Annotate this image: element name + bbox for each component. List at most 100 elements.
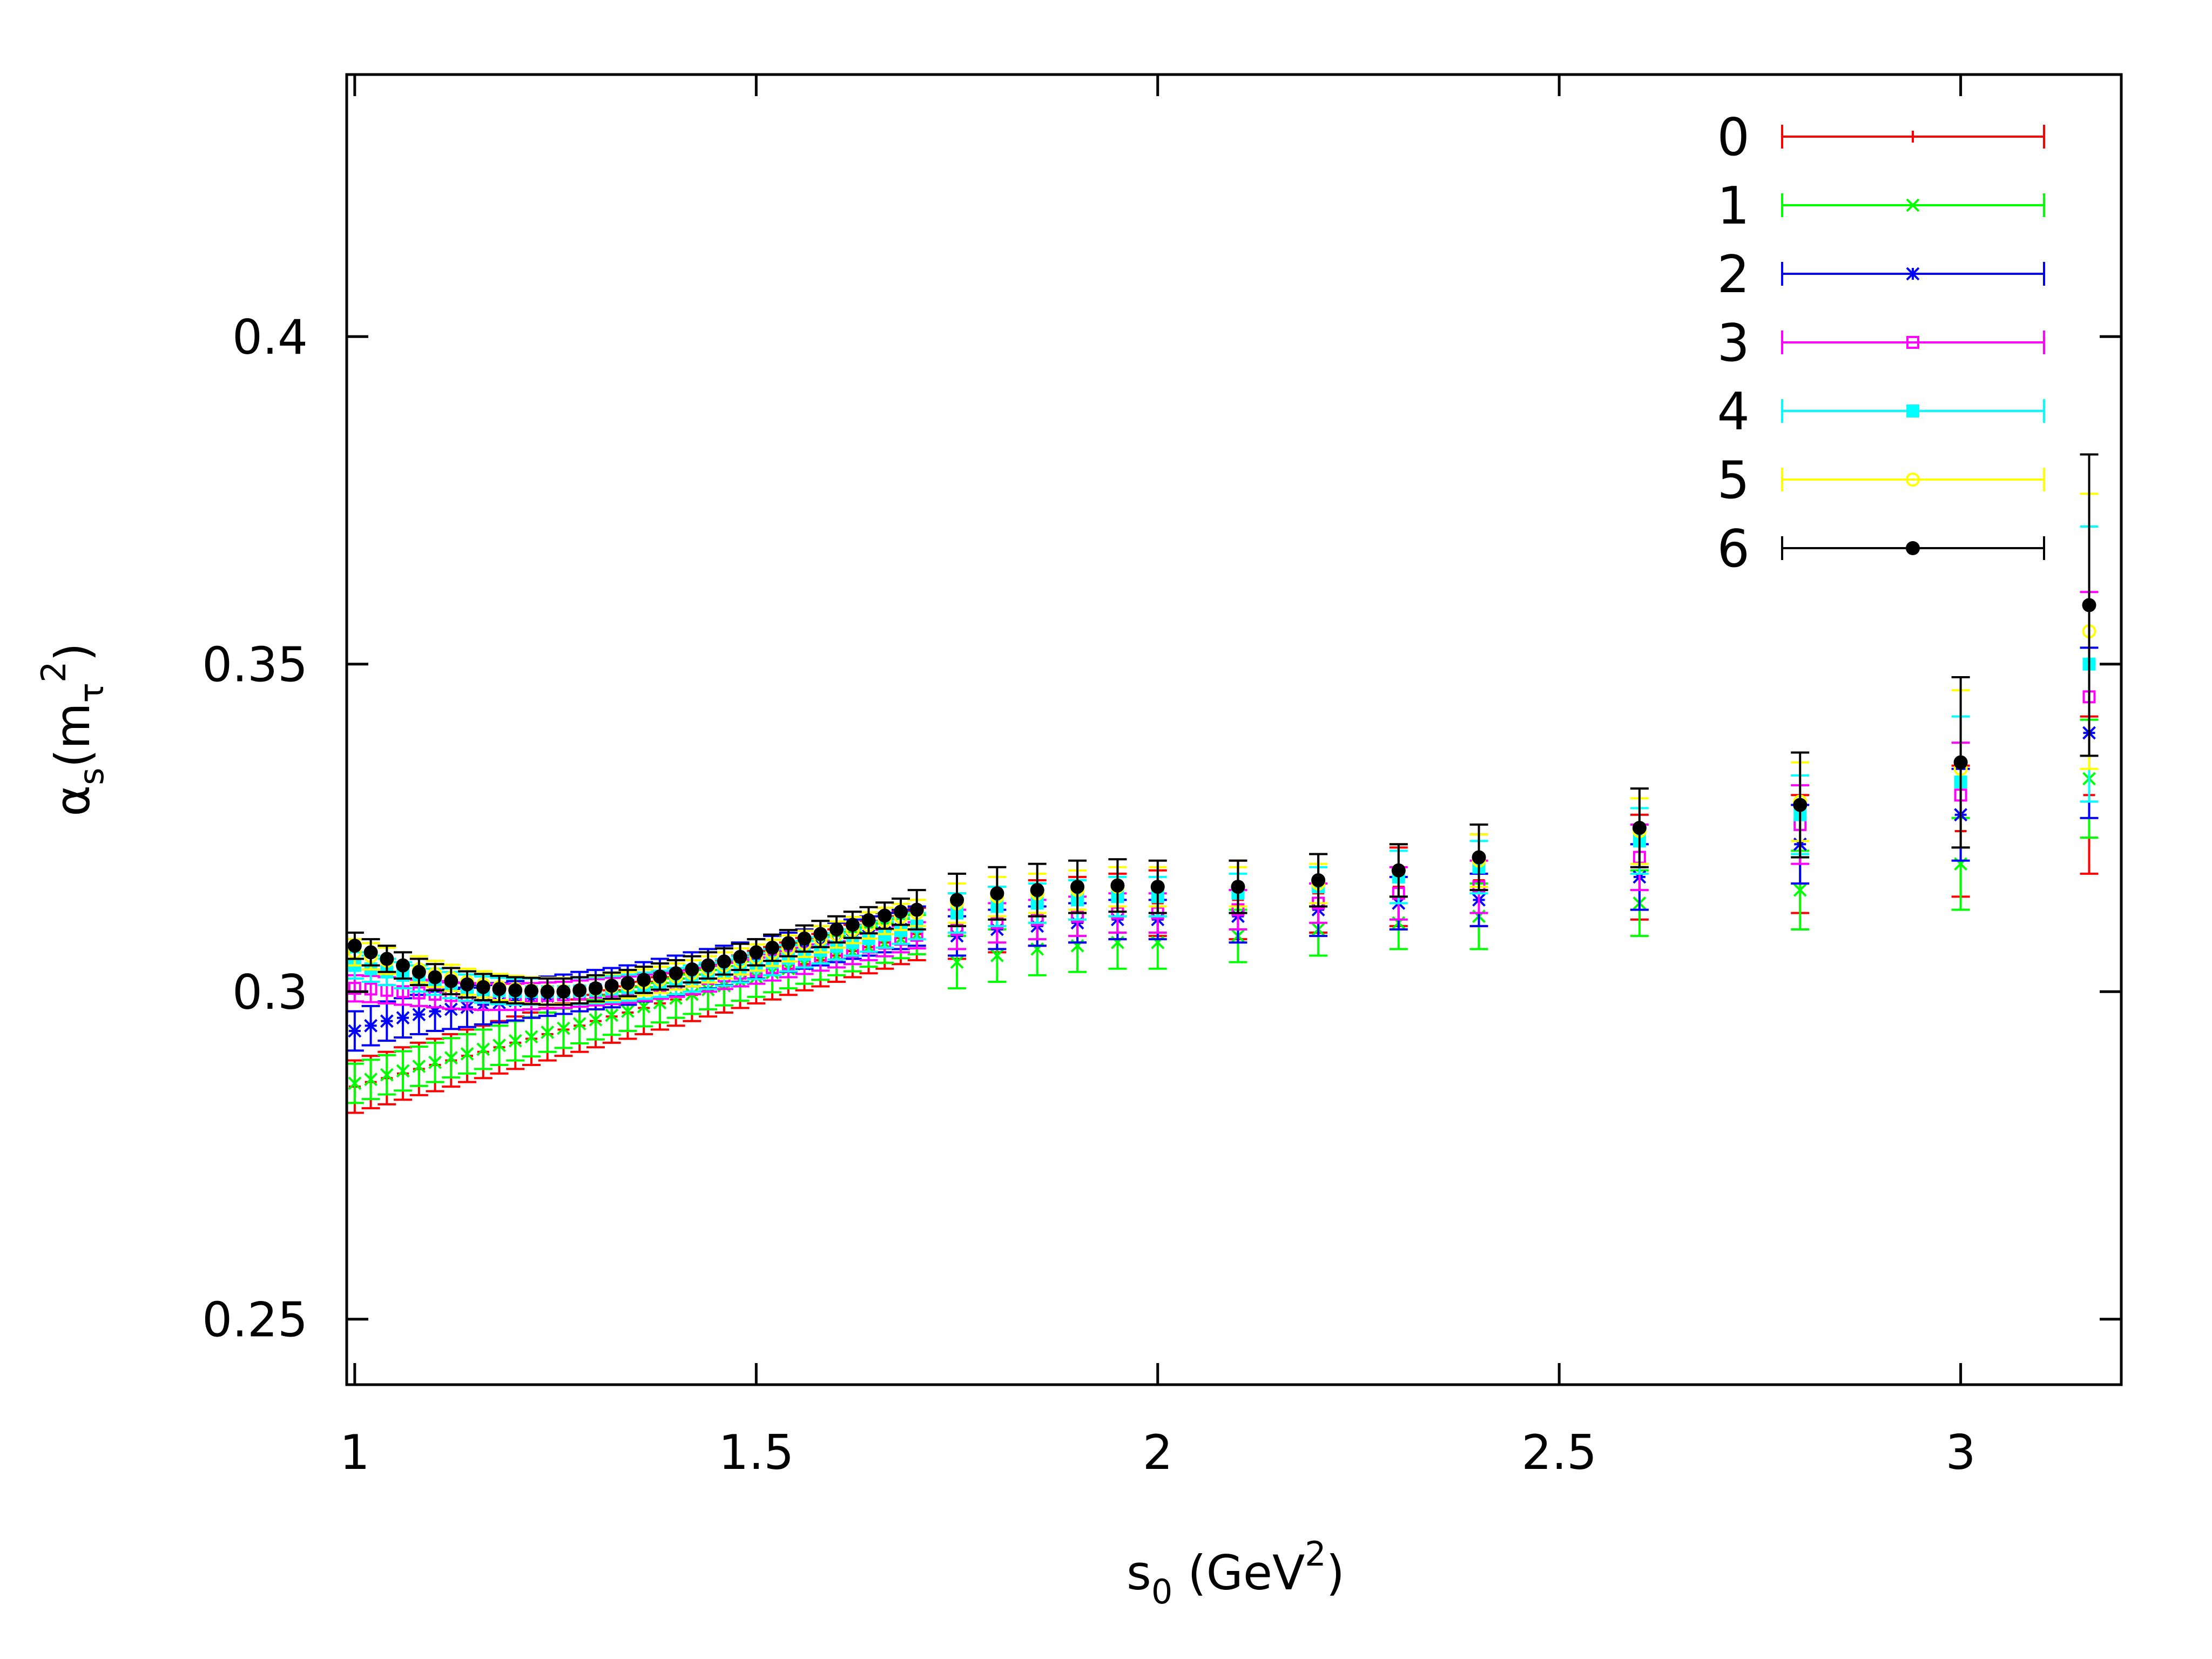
- data-point: [396, 1064, 410, 1078]
- legend-item-2: 2: [1717, 245, 2045, 305]
- y-tick-label: 0.25: [202, 1292, 308, 1348]
- legend-swatch: [1781, 468, 2045, 491]
- data-point: [412, 1008, 426, 1022]
- data-point: [364, 1073, 378, 1087]
- x-label-base: s: [1127, 1545, 1151, 1601]
- x-tick: 1: [340, 75, 370, 1480]
- data-layer: [345, 453, 2099, 1114]
- legend-item-3: 3: [1717, 314, 2045, 373]
- x-tick: 2.5: [1521, 75, 1597, 1480]
- data-point: [604, 979, 619, 993]
- data-point: [1793, 883, 1807, 897]
- legend-item-5: 5: [1717, 451, 2045, 510]
- data-point: [813, 927, 828, 941]
- legend-label: 6: [1717, 520, 1750, 579]
- data-point: [701, 958, 716, 973]
- data-point: [781, 936, 795, 950]
- data-point: [396, 958, 410, 973]
- data-point: [797, 931, 812, 946]
- x-tick-label: 1.5: [718, 1425, 794, 1480]
- data-point: [572, 1017, 586, 1031]
- y-label-close: ): [45, 643, 100, 661]
- legend-label: 3: [1717, 314, 1750, 373]
- data-point: [476, 1042, 490, 1056]
- data-point: [476, 980, 490, 994]
- data-point: [380, 1014, 394, 1028]
- data-point: [829, 922, 844, 936]
- data-point: [749, 945, 764, 960]
- data-point: [363, 945, 378, 960]
- legend-marker: [1906, 541, 1920, 555]
- data-point: [540, 984, 555, 999]
- series-5: [345, 493, 2099, 1006]
- y-tick: 0.25: [202, 1292, 2121, 1348]
- x-tick: 3: [1946, 75, 1976, 1480]
- data-point: [669, 966, 683, 981]
- data-point: [621, 1004, 635, 1019]
- legend-label: 4: [1717, 382, 1750, 442]
- data-point: [878, 908, 892, 923]
- y-tick-label: 0.35: [202, 637, 308, 693]
- data-point: [557, 1021, 570, 1035]
- data-point: [396, 1011, 410, 1025]
- y-axis-label: αs(mτ2): [34, 643, 111, 817]
- data-point: [348, 1076, 362, 1090]
- data-point: [460, 1047, 474, 1061]
- x-tick: 2: [1143, 75, 1173, 1480]
- data-point: [765, 940, 780, 955]
- data-point: [492, 982, 507, 996]
- data-point: [621, 976, 635, 990]
- data-point: [428, 1055, 442, 1069]
- x-tick-label: 2: [1143, 1425, 1173, 1480]
- legend: 0 1 2 3 4 5 6: [1717, 108, 2045, 579]
- y-ticks: 0.25 0.3 0.35 0.4: [202, 309, 2121, 1348]
- data-point: [685, 962, 699, 976]
- plot-frame: [345, 73, 2123, 1386]
- legend-marker: [1906, 404, 1919, 417]
- data-point: [950, 955, 964, 969]
- data-point: [380, 952, 394, 966]
- data-point: [347, 939, 362, 953]
- y-label-open: (m: [45, 703, 100, 767]
- y-label-sup: 2: [34, 662, 73, 683]
- legend-swatch: [1781, 331, 2045, 354]
- series-3: [345, 591, 2099, 1011]
- data-point: [1391, 863, 1406, 878]
- data-point: [348, 982, 361, 995]
- data-point: [733, 949, 747, 964]
- y-tick-label: 0.3: [232, 965, 308, 1020]
- data-point: [412, 1060, 426, 1073]
- data-point: [1632, 820, 1647, 835]
- data-point: [364, 982, 377, 996]
- data-point: [508, 1034, 522, 1048]
- x-tick-label: 1: [340, 1425, 370, 1480]
- data-point: [909, 902, 924, 917]
- data-point: [524, 1030, 538, 1044]
- data-point: [412, 965, 426, 979]
- y-tick: 0.35: [202, 637, 2121, 693]
- data-point: [1231, 880, 1245, 894]
- x-ticks: 1 1.5 2 2.5 3: [340, 75, 1976, 1480]
- y-label-sub: s: [72, 767, 111, 785]
- data-point: [652, 969, 667, 984]
- x-tick-label: 3: [1946, 1425, 1976, 1480]
- x-label-unit: (GeV: [1172, 1545, 1305, 1601]
- data-point: [1311, 873, 1326, 887]
- y-label-alpha: α: [45, 785, 100, 817]
- y-tick: 0.3: [232, 965, 2121, 1020]
- series-0: [345, 715, 2099, 1114]
- data-point: [589, 1013, 603, 1027]
- data-point: [637, 973, 651, 987]
- y-tick: 0.4: [232, 309, 2121, 365]
- series-6: [345, 453, 2099, 1006]
- data-point: [717, 954, 731, 969]
- data-point: [1150, 880, 1165, 894]
- x-label-sub: 0: [1151, 1572, 1172, 1611]
- data-point: [556, 984, 571, 999]
- data-point: [444, 1051, 458, 1065]
- legend-marker: [1907, 131, 1919, 143]
- data-point: [1793, 798, 1808, 812]
- data-point: [541, 1025, 555, 1039]
- data-point: [380, 1068, 394, 1082]
